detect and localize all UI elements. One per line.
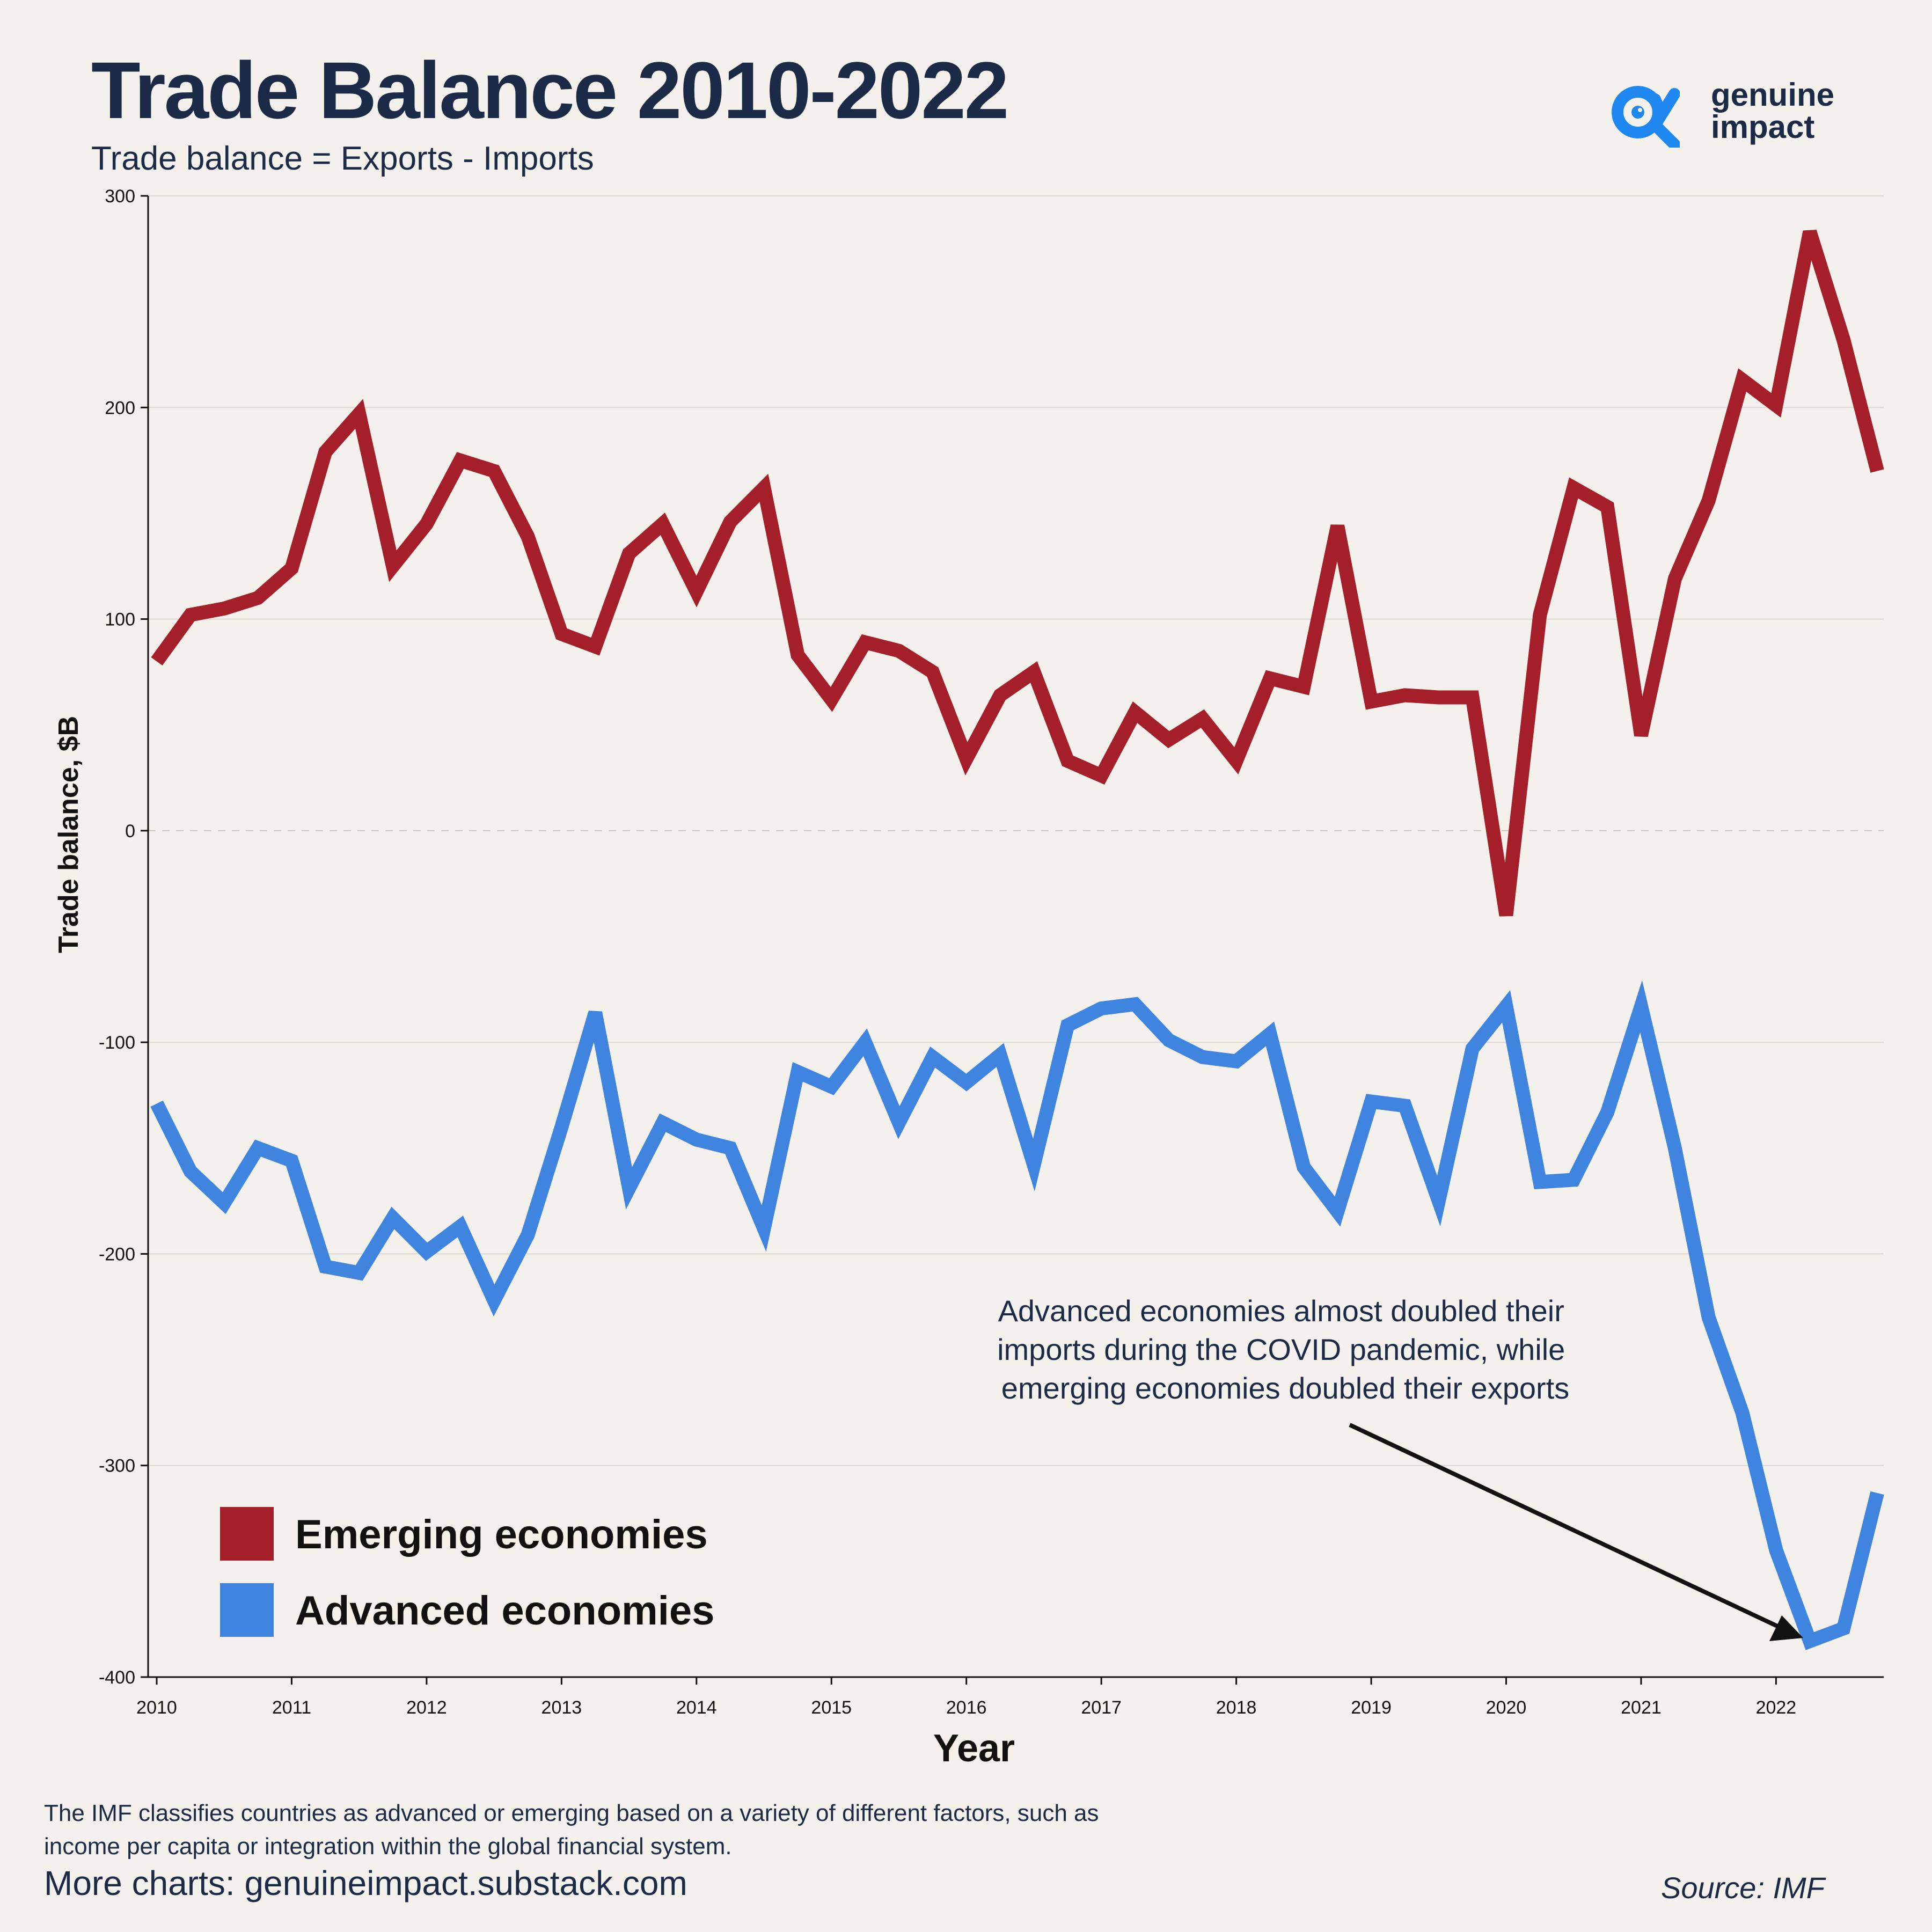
y-axis-label: Trade balance, $B: [53, 716, 84, 953]
chart-subtitle: Trade balance = Exports - Imports: [91, 140, 594, 177]
series-line-advanced: [150, 980, 1884, 1650]
y-tick-label: -300: [99, 1456, 135, 1476]
series-line-emerging: [151, 230, 1884, 917]
grid-lines: [148, 195, 1884, 1466]
annotation-arrow-line: [1349, 1423, 1782, 1630]
y-tick-label: 100: [105, 610, 135, 630]
alpha-eye-icon: [1612, 86, 1680, 148]
brand-logo[interactable]: genuine impact: [1610, 78, 1857, 153]
x-tick-label: 2020: [1486, 1697, 1527, 1718]
y-tick-label: 200: [105, 398, 135, 418]
x-tick-label: 2014: [676, 1697, 717, 1718]
x-tick-label: 2019: [1351, 1697, 1392, 1718]
legend-label-emerging: Emerging economies: [295, 1512, 708, 1557]
legend-swatch-emerging: [220, 1507, 274, 1561]
annotation-arrowhead: [1769, 1615, 1803, 1641]
brand-word-1: genuine: [1711, 77, 1835, 113]
y-tick-label: 300: [105, 186, 135, 207]
y-tick-label: 0: [125, 821, 135, 841]
x-tick-label: 2022: [1756, 1697, 1797, 1718]
x-tick-label: 2013: [541, 1697, 582, 1718]
footnote: The IMF classifies countries as advanced…: [44, 1800, 1099, 1860]
x-axis-label: Year: [933, 1727, 1015, 1770]
y-tick-label: -100: [99, 1033, 135, 1053]
x-axis-ticks: 2010 2011 2012 2013 2014 2015 2016 2017 2018 2019…: [136, 1677, 1796, 1718]
x-tick-label: 2016: [946, 1697, 987, 1718]
x-tick-label: 2017: [1081, 1697, 1122, 1718]
x-tick-label: 2018: [1216, 1697, 1257, 1718]
brand-wordmark: genuine impact: [1711, 79, 1834, 143]
x-tick-label: 2011: [272, 1697, 311, 1718]
brand-word-2: impact: [1711, 109, 1815, 145]
annotation: Advanced economies almost doubled their …: [997, 1294, 1803, 1641]
legend: Emerging economies Advanced economies: [220, 1507, 714, 1637]
x-tick-label: 2012: [406, 1697, 447, 1718]
x-tick-label: 2010: [136, 1697, 177, 1718]
x-tick-label: 2015: [811, 1697, 852, 1718]
y-axis-ticks: 300 200 100 0 -100 -200 -300 -400: [99, 186, 148, 1688]
series-lines: [150, 230, 1884, 1650]
annotation-text: Advanced economies almost doubled their …: [997, 1294, 1574, 1405]
x-tick-label: 2021: [1621, 1697, 1662, 1718]
chart-title: Trade Balance 2010-2022: [91, 45, 1009, 135]
source-credit: Source: IMF: [1661, 1871, 1825, 1905]
legend-label-advanced: Advanced economies: [295, 1588, 714, 1634]
more-charts-link[interactable]: More charts: genuineimpact.substack.com: [44, 1864, 687, 1902]
y-tick-label: -400: [99, 1667, 135, 1688]
y-tick-label: -200: [99, 1244, 135, 1264]
legend-swatch-advanced: [220, 1583, 274, 1637]
